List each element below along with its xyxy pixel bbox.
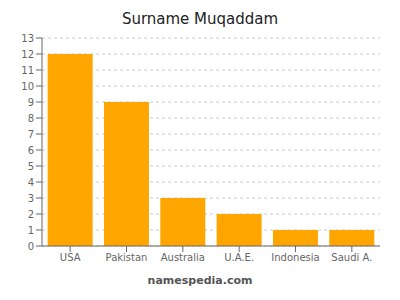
- svg-text:5: 5: [28, 161, 34, 172]
- svg-text:Pakistan: Pakistan: [106, 252, 148, 263]
- svg-text:10: 10: [21, 81, 34, 92]
- svg-text:12: 12: [21, 49, 34, 60]
- html-text:namespedia.com: namespedia.com: [147, 274, 253, 287]
- svg-text:3: 3: [28, 193, 34, 204]
- svg-text:4: 4: [28, 177, 34, 188]
- svg-text:8: 8: [28, 113, 34, 124]
- svg-text:U.A.E.: U.A.E.: [224, 252, 254, 263]
- svg-text:7: 7: [28, 129, 34, 140]
- svg-text:2: 2: [28, 209, 34, 220]
- svg-text:Indonesia: Indonesia: [271, 252, 319, 263]
- svg-text:11: 11: [21, 65, 34, 76]
- svg-text:0: 0: [28, 241, 34, 252]
- svg-text:9: 9: [28, 97, 34, 108]
- svg-text:13: 13: [21, 33, 34, 44]
- svg-text:1: 1: [28, 225, 34, 236]
- svg-text:Australia: Australia: [161, 252, 205, 263]
- html-text:Surname Muqaddam: Surname Muqaddam: [121, 10, 279, 28]
- svg-text:6: 6: [28, 145, 34, 156]
- svg-text:USA: USA: [60, 252, 81, 263]
- svg-text:Saudi A.: Saudi A.: [331, 252, 372, 263]
